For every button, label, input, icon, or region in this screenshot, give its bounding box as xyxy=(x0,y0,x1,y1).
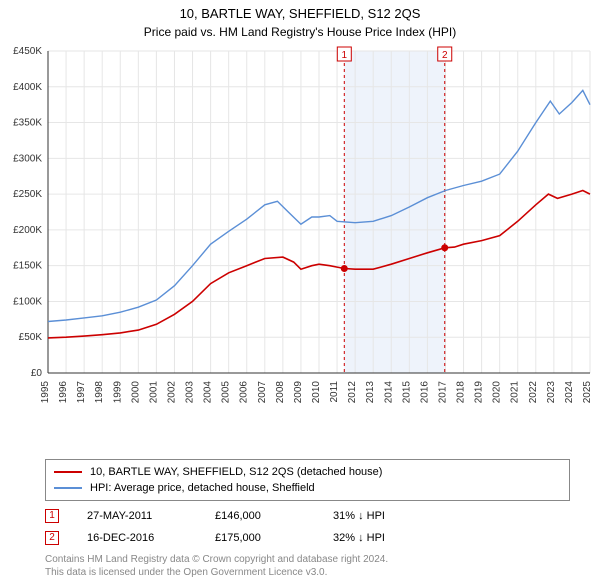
svg-text:2016: 2016 xyxy=(419,381,430,404)
sale-date-2: 16-DEC-2016 xyxy=(87,527,187,549)
price-chart-svg: £0 £50K £100K £150K £200K £250K £300K £350K £400… xyxy=(0,43,600,453)
svg-text:2002: 2002 xyxy=(166,381,177,404)
svg-text:2020: 2020 xyxy=(492,381,503,404)
svg-text:2022: 2022 xyxy=(528,381,539,404)
legend-row-property: 10, BARTLE WAY, SHEFFIELD, S12 2QS (deta… xyxy=(54,464,561,480)
svg-text:£100K: £100K xyxy=(13,296,42,307)
svg-text:1995: 1995 xyxy=(40,381,51,404)
footer-note: Contains HM Land Registry data © Crown c… xyxy=(45,553,570,579)
svg-text:2024: 2024 xyxy=(564,381,575,404)
legend-row-hpi: HPI: Average price, detached house, Shef… xyxy=(54,480,561,496)
chart-subtitle: Price paid vs. HM Land Registry's House … xyxy=(0,21,600,43)
svg-text:2004: 2004 xyxy=(203,381,214,404)
sale-delta-2: 32% ↓ HPI xyxy=(333,527,423,549)
svg-text:2006: 2006 xyxy=(239,381,250,404)
footer-line-2: This data is licensed under the Open Gov… xyxy=(45,566,570,579)
svg-text:1999: 1999 xyxy=(112,381,123,404)
svg-text:1998: 1998 xyxy=(94,381,105,404)
chart-title: 10, BARTLE WAY, SHEFFIELD, S12 2QS xyxy=(0,0,600,21)
svg-text:£400K: £400K xyxy=(13,82,42,93)
sales-table: 1 27-MAY-2011 £146,000 31% ↓ HPI 2 16-DE… xyxy=(45,505,570,549)
svg-text:2010: 2010 xyxy=(311,381,322,404)
svg-text:2009: 2009 xyxy=(293,381,304,404)
svg-text:£50K: £50K xyxy=(19,332,43,343)
sale-marker-2: 2 xyxy=(45,531,59,545)
sale-row-2: 2 16-DEC-2016 £175,000 32% ↓ HPI xyxy=(45,527,570,549)
legend-label-hpi: HPI: Average price, detached house, Shef… xyxy=(90,480,315,496)
chart-area: £0 £50K £100K £150K £200K £250K £300K £350K £400… xyxy=(0,43,600,453)
svg-text:£200K: £200K xyxy=(13,225,42,236)
svg-text:2003: 2003 xyxy=(185,381,196,404)
legend-swatch-hpi xyxy=(54,487,82,489)
sale-row-1: 1 27-MAY-2011 £146,000 31% ↓ HPI xyxy=(45,505,570,527)
svg-text:2000: 2000 xyxy=(130,381,141,404)
svg-text:£250K: £250K xyxy=(13,189,42,200)
legend-label-property: 10, BARTLE WAY, SHEFFIELD, S12 2QS (deta… xyxy=(90,464,382,480)
sale-delta-1: 31% ↓ HPI xyxy=(333,505,423,527)
sale-marker-1: 1 xyxy=(45,509,59,523)
svg-text:2008: 2008 xyxy=(275,381,286,404)
svg-text:£350K: £350K xyxy=(13,118,42,129)
svg-text:2021: 2021 xyxy=(510,381,521,404)
svg-text:2001: 2001 xyxy=(148,381,159,404)
svg-text:£300K: £300K xyxy=(13,153,42,164)
sale-price-2: £175,000 xyxy=(215,527,305,549)
svg-text:£450K: £450K xyxy=(13,46,42,57)
svg-text:2023: 2023 xyxy=(546,381,557,404)
svg-text:2017: 2017 xyxy=(437,381,448,404)
svg-text:2025: 2025 xyxy=(582,381,593,404)
svg-text:1996: 1996 xyxy=(58,381,69,404)
sale-date-1: 27-MAY-2011 xyxy=(87,505,187,527)
svg-text:2019: 2019 xyxy=(474,381,485,404)
svg-text:£0: £0 xyxy=(31,368,43,379)
svg-text:2014: 2014 xyxy=(383,381,394,404)
svg-text:2011: 2011 xyxy=(329,381,340,403)
svg-text:£150K: £150K xyxy=(13,261,42,272)
svg-text:2018: 2018 xyxy=(456,381,467,404)
svg-text:2013: 2013 xyxy=(365,381,376,404)
svg-text:2: 2 xyxy=(442,50,448,61)
svg-text:2005: 2005 xyxy=(221,381,232,404)
sale-price-1: £146,000 xyxy=(215,505,305,527)
legend-swatch-property xyxy=(54,471,82,473)
svg-text:2007: 2007 xyxy=(257,381,268,404)
svg-text:2015: 2015 xyxy=(401,381,412,404)
legend-box: 10, BARTLE WAY, SHEFFIELD, S12 2QS (deta… xyxy=(45,459,570,501)
svg-text:1997: 1997 xyxy=(76,381,87,404)
svg-text:2012: 2012 xyxy=(347,381,358,404)
svg-text:1: 1 xyxy=(342,50,348,61)
